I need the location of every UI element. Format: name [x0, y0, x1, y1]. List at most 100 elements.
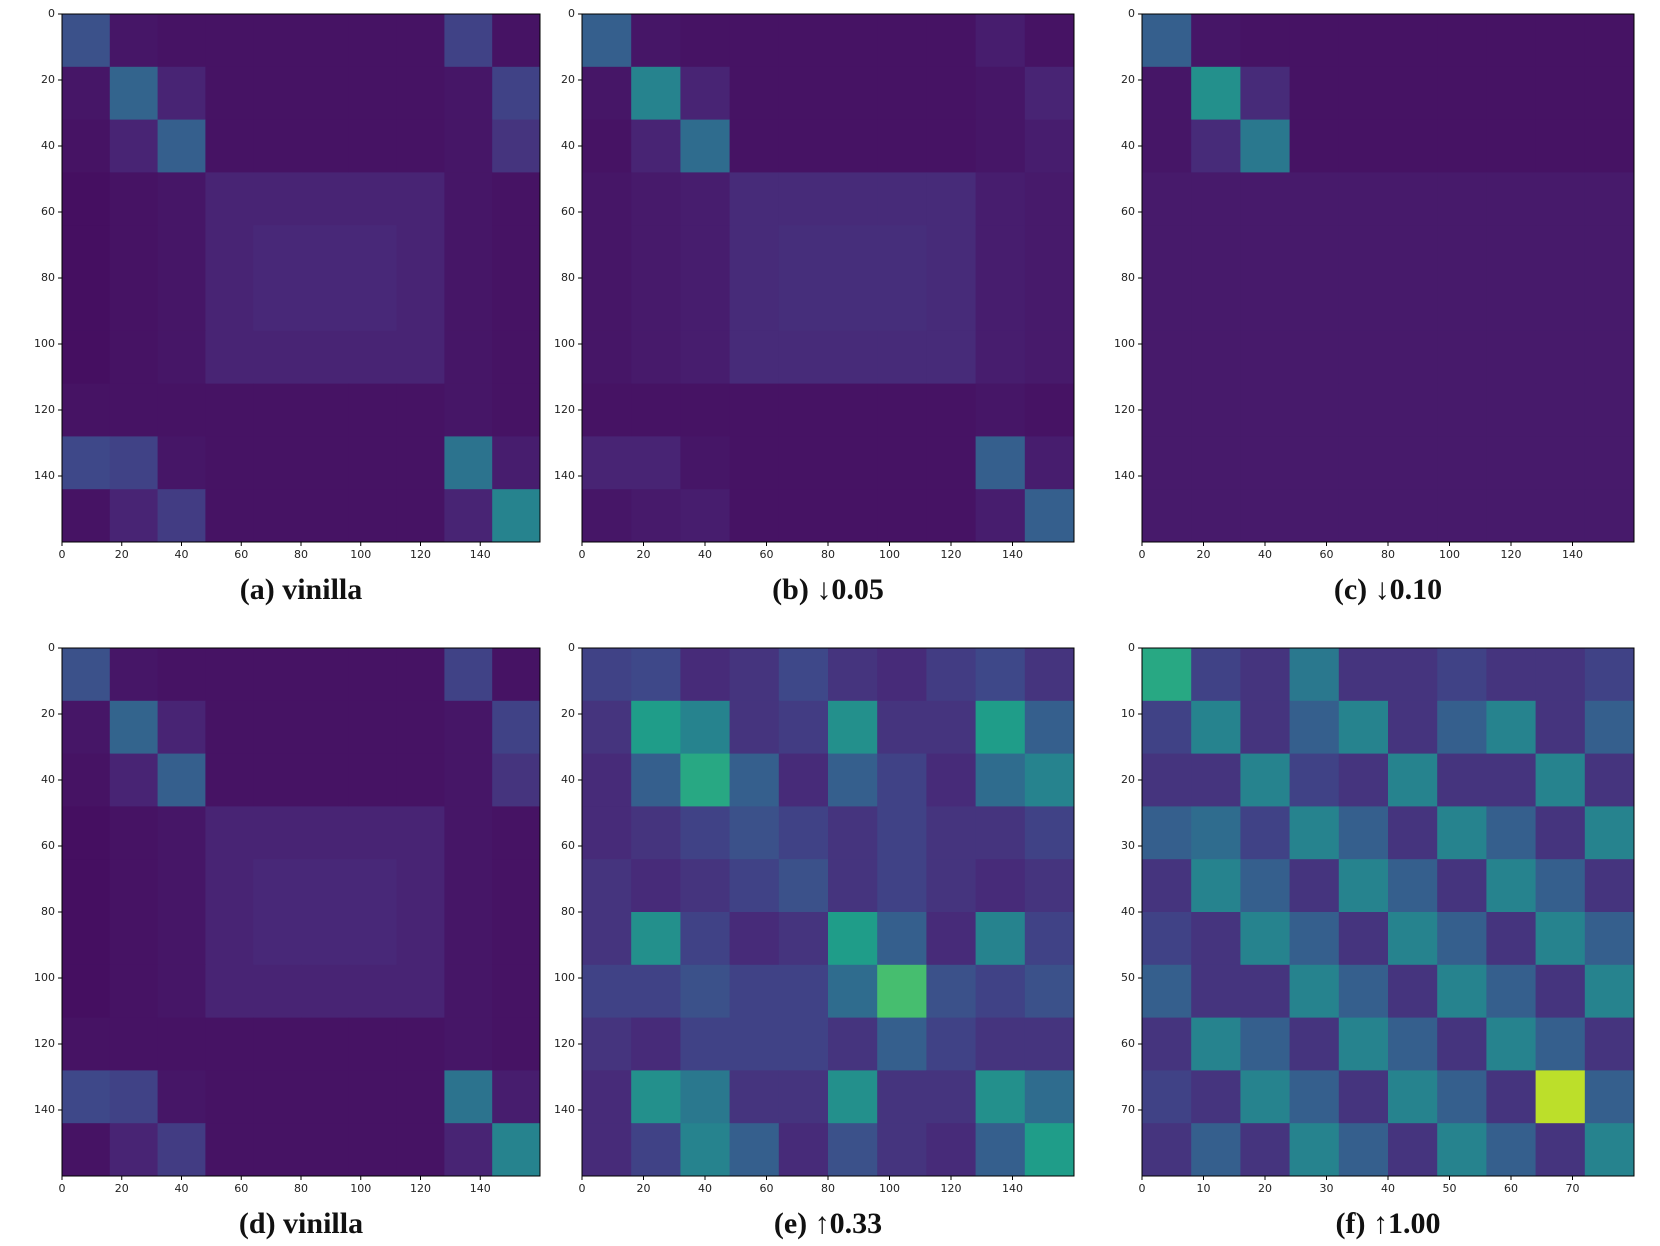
heatmap-cell: [109, 1017, 159, 1071]
heatmap-cell: [1486, 1070, 1537, 1124]
heatmap-cell: [348, 330, 398, 385]
heatmap-cell: [157, 700, 206, 755]
x-tick-label: 120: [410, 1182, 431, 1195]
heatmap-cell: [877, 753, 927, 807]
heatmap-cell: [492, 14, 541, 68]
heatmap-cell: [1191, 119, 1241, 173]
heatmap-cell: [778, 912, 829, 966]
heatmap-cell: [926, 1017, 977, 1071]
heatmap-cell: [157, 1123, 206, 1177]
heatmap-cell: [1338, 436, 1389, 490]
heatmap-cell: [444, 278, 493, 332]
x-tick-label: 0: [59, 1182, 66, 1195]
heatmap-cell: [1289, 172, 1340, 226]
x-tick-label: 140: [1002, 1182, 1023, 1195]
heatmap-cell: [157, 225, 206, 279]
heatmap-cell: [1240, 700, 1291, 755]
x-tick-label: 120: [941, 548, 962, 561]
heatmap-cell: [348, 66, 398, 121]
heatmap-cell: [301, 436, 350, 490]
heatmap-cell: [109, 964, 159, 1019]
heatmap-cell: [301, 964, 350, 1019]
heatmap-cell: [631, 436, 681, 490]
heatmap-cell: [729, 700, 780, 755]
heatmap-cell: [1338, 489, 1389, 543]
heatmap-cell: [729, 1123, 780, 1177]
heatmap-cell: [1486, 330, 1537, 385]
heatmap-cell: [631, 1017, 681, 1071]
heatmap-cell: [582, 859, 632, 913]
heatmap-cell: [680, 489, 731, 543]
heatmap-cell: [396, 436, 445, 490]
heatmap-cell: [348, 859, 398, 913]
y-tick-label: 140: [1114, 469, 1135, 482]
heatmap-cell: [1338, 278, 1389, 332]
heatmap-cell: [253, 172, 302, 226]
heatmap-cell: [975, 1123, 1026, 1177]
heatmap-cell: [1338, 859, 1389, 913]
heatmap-cell: [492, 172, 541, 226]
y-tick-label: 60: [41, 205, 55, 218]
y-tick-label: 100: [34, 337, 55, 350]
heatmap-cell: [253, 1123, 302, 1177]
heatmap-cell: [1535, 700, 1586, 755]
heatmap-cell: [348, 489, 398, 543]
heatmap-cell: [729, 859, 780, 913]
heatmap-cell: [1388, 753, 1438, 807]
heatmap-cell: [582, 806, 632, 860]
y-tick-label: 20: [1121, 773, 1135, 786]
heatmap-cell: [1240, 859, 1291, 913]
heatmap-cell: [1024, 436, 1075, 490]
heatmap-cell: [1191, 648, 1241, 702]
heatmap-cell: [492, 1123, 541, 1177]
heatmap-cell: [582, 1070, 632, 1124]
heatmap-cell: [582, 278, 632, 332]
heatmap-cell: [1289, 66, 1340, 121]
heatmap-cell: [1437, 278, 1487, 332]
y-tick-label: 140: [34, 469, 55, 482]
heatmap-cell: [253, 330, 302, 385]
x-tick-label: 0: [1139, 548, 1146, 561]
heatmap-cell: [729, 66, 780, 121]
heatmap-cell: [1240, 172, 1291, 226]
heatmap-cell: [1388, 1123, 1438, 1177]
heatmap-cell: [828, 912, 878, 966]
heatmap-cell: [1024, 964, 1075, 1019]
heatmap-cell: [253, 225, 302, 279]
heatmap-cell: [253, 489, 302, 543]
x-tick-label: 140: [470, 548, 491, 561]
heatmap-cell: [1437, 648, 1487, 702]
y-tick-label: 100: [554, 337, 575, 350]
heatmap-cell: [1584, 330, 1635, 385]
heatmap-cell: [109, 1070, 159, 1124]
heatmap-cell: [1240, 806, 1291, 860]
heatmap-cell: [1535, 1070, 1586, 1124]
heatmap-cell: [1142, 436, 1192, 490]
heatmap-cell: [926, 66, 977, 121]
heatmap-cell: [828, 700, 878, 755]
heatmap-cell: [631, 66, 681, 121]
heatmap-cell: [301, 66, 350, 121]
heatmap-cell: [778, 964, 829, 1019]
heatmap-cell: [1388, 700, 1438, 755]
heatmap-cell: [62, 14, 111, 68]
heatmap-cell: [1240, 278, 1291, 332]
heatmap-cell: [348, 912, 398, 966]
heatmap-cell: [1024, 489, 1075, 543]
heatmap-cell: [1584, 1070, 1635, 1124]
heatmap-cell: [1388, 806, 1438, 860]
x-tick-label: 50: [1443, 1182, 1457, 1195]
heatmap-cell: [1191, 278, 1241, 332]
heatmap-cell: [348, 1017, 398, 1071]
y-tick-label: 0: [48, 7, 55, 20]
heatmap-cell: [1486, 859, 1537, 913]
heatmap-cell: [680, 225, 731, 279]
y-tick-label: 40: [41, 773, 55, 786]
heatmap-cell: [778, 1123, 829, 1177]
heatmap-cell: [1584, 700, 1635, 755]
heatmap-cell: [828, 436, 878, 490]
heatmap-cell: [1142, 119, 1192, 173]
heatmap-cell: [1289, 278, 1340, 332]
heatmap-cell: [828, 278, 878, 332]
